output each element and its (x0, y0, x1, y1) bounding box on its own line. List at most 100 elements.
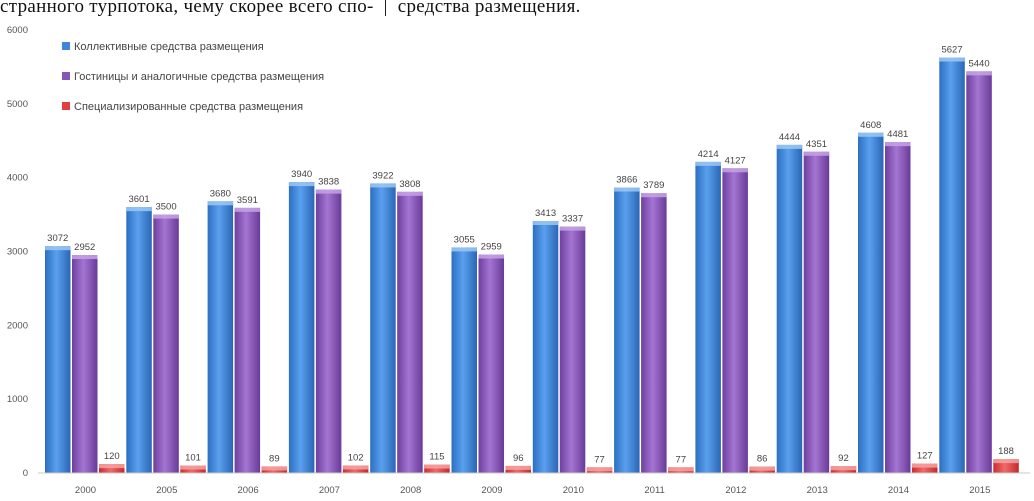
bar (315, 189, 342, 473)
x-tick-label: 2005 (156, 485, 177, 496)
bar (559, 226, 586, 473)
bar-top (478, 254, 504, 259)
bar (776, 144, 803, 473)
bar (695, 161, 721, 473)
bar-top (505, 465, 531, 470)
header-separator: | (383, 0, 388, 17)
x-tick-label: 2010 (563, 485, 584, 496)
data-label: 115 (429, 452, 444, 463)
x-tick-label: 2007 (319, 485, 340, 496)
data-label: 96 (513, 453, 524, 464)
bar (722, 168, 748, 473)
bar-top (315, 189, 342, 194)
data-labels: 3072 2952 120 3601 3500 101 3680 3591 89 3940 3838… (47, 45, 1014, 466)
bars (45, 57, 1019, 474)
bar-top (288, 182, 315, 187)
bar (207, 201, 234, 473)
bar-top (885, 142, 911, 147)
bar-top (614, 187, 640, 192)
bar-top (153, 214, 179, 219)
bar-top (668, 467, 694, 472)
y-tick-label: 6000 (7, 25, 28, 36)
bar (451, 247, 477, 473)
bar-top (207, 201, 234, 206)
legend-label: Специализированные средства размещения (74, 101, 303, 113)
bar-top (586, 467, 613, 472)
x-axis: 2000 2005 2006 2007 2008 2009 2010 2011 2012 2013… (38, 472, 1030, 496)
bar (45, 246, 71, 473)
bar (153, 214, 179, 474)
data-label: 89 (269, 453, 280, 464)
data-label: 3808 (399, 179, 420, 190)
header-left-text: странного турпотока, чему скорее всего с… (0, 0, 374, 17)
x-tick-label: 2014 (888, 485, 909, 496)
x-tick-label: 2011 (644, 485, 664, 496)
bar-top (641, 193, 667, 198)
x-tick-label: 2009 (481, 485, 502, 496)
bar (370, 183, 396, 473)
data-label: 3601 (128, 194, 149, 205)
y-tick-label: 3000 (7, 247, 28, 258)
bar-top (397, 191, 423, 196)
y-tick-label: 4000 (7, 173, 28, 184)
bar-top (451, 247, 477, 252)
bar-top (858, 132, 884, 137)
y-axis: 0 1000 2000 3000 4000 5000 6000 (7, 25, 28, 479)
bar-top (966, 71, 992, 76)
bar-top (424, 464, 450, 469)
bar (614, 187, 640, 473)
bar-top (45, 246, 71, 251)
legend-swatch (62, 42, 70, 50)
header-text: странного турпотока, чему скорее всего с… (0, 0, 1034, 18)
x-tick-label: 2013 (807, 485, 828, 496)
header-right-text: средства размещения. (397, 0, 581, 17)
data-label: 2952 (74, 242, 95, 253)
bar-top (234, 207, 261, 212)
data-label: 5440 (968, 58, 989, 69)
bar (912, 463, 938, 473)
legend: Коллективные средства размещения Гостиниц… (62, 41, 324, 113)
data-label: 3789 (643, 180, 664, 191)
bar-top (126, 207, 152, 212)
data-label: 77 (676, 454, 687, 465)
data-label: 3413 (535, 208, 556, 219)
bar-top (803, 151, 830, 156)
bar (126, 207, 152, 473)
data-label: 127 (917, 451, 933, 462)
bar-top (695, 161, 721, 166)
bar-top (559, 226, 586, 231)
bar (803, 151, 830, 473)
bar-top (722, 168, 748, 173)
data-label: 3500 (155, 202, 176, 213)
bar-top (993, 459, 1019, 464)
data-label: 5627 (941, 45, 962, 56)
bar (397, 191, 423, 474)
data-label: 3922 (372, 170, 393, 181)
data-label: 3866 (616, 175, 637, 186)
bar (966, 71, 992, 473)
bar (234, 207, 261, 473)
data-label: 2959 (481, 242, 502, 253)
data-label: 4481 (887, 129, 908, 140)
data-label: 3680 (210, 188, 231, 199)
x-tick-label: 2012 (725, 485, 746, 496)
x-tick-label: 2000 (75, 485, 96, 496)
x-tick-label: 2015 (969, 485, 990, 496)
data-label: 4351 (806, 139, 827, 150)
bar (478, 254, 504, 473)
y-tick-label: 0 (23, 468, 28, 479)
data-label: 101 (185, 453, 201, 464)
bar (532, 221, 559, 473)
data-label: 77 (594, 454, 605, 465)
legend-label: Гостиницы и аналогичные средства размеще… (74, 71, 324, 83)
bar-top (532, 221, 559, 226)
data-label: 3838 (318, 177, 339, 188)
data-label: 4444 (779, 132, 800, 143)
data-label: 120 (104, 451, 120, 462)
data-label: 86 (757, 454, 768, 465)
data-label: 3940 (291, 169, 312, 180)
data-label: 4214 (698, 149, 719, 160)
bar-top (939, 57, 965, 62)
bar (424, 464, 450, 473)
bar-top (99, 464, 125, 469)
